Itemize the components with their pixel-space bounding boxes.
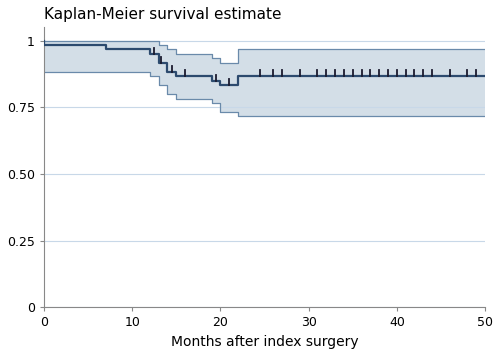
X-axis label: Months after index surgery: Months after index surgery xyxy=(170,335,358,349)
Text: Kaplan-Meier survival estimate: Kaplan-Meier survival estimate xyxy=(44,7,282,22)
